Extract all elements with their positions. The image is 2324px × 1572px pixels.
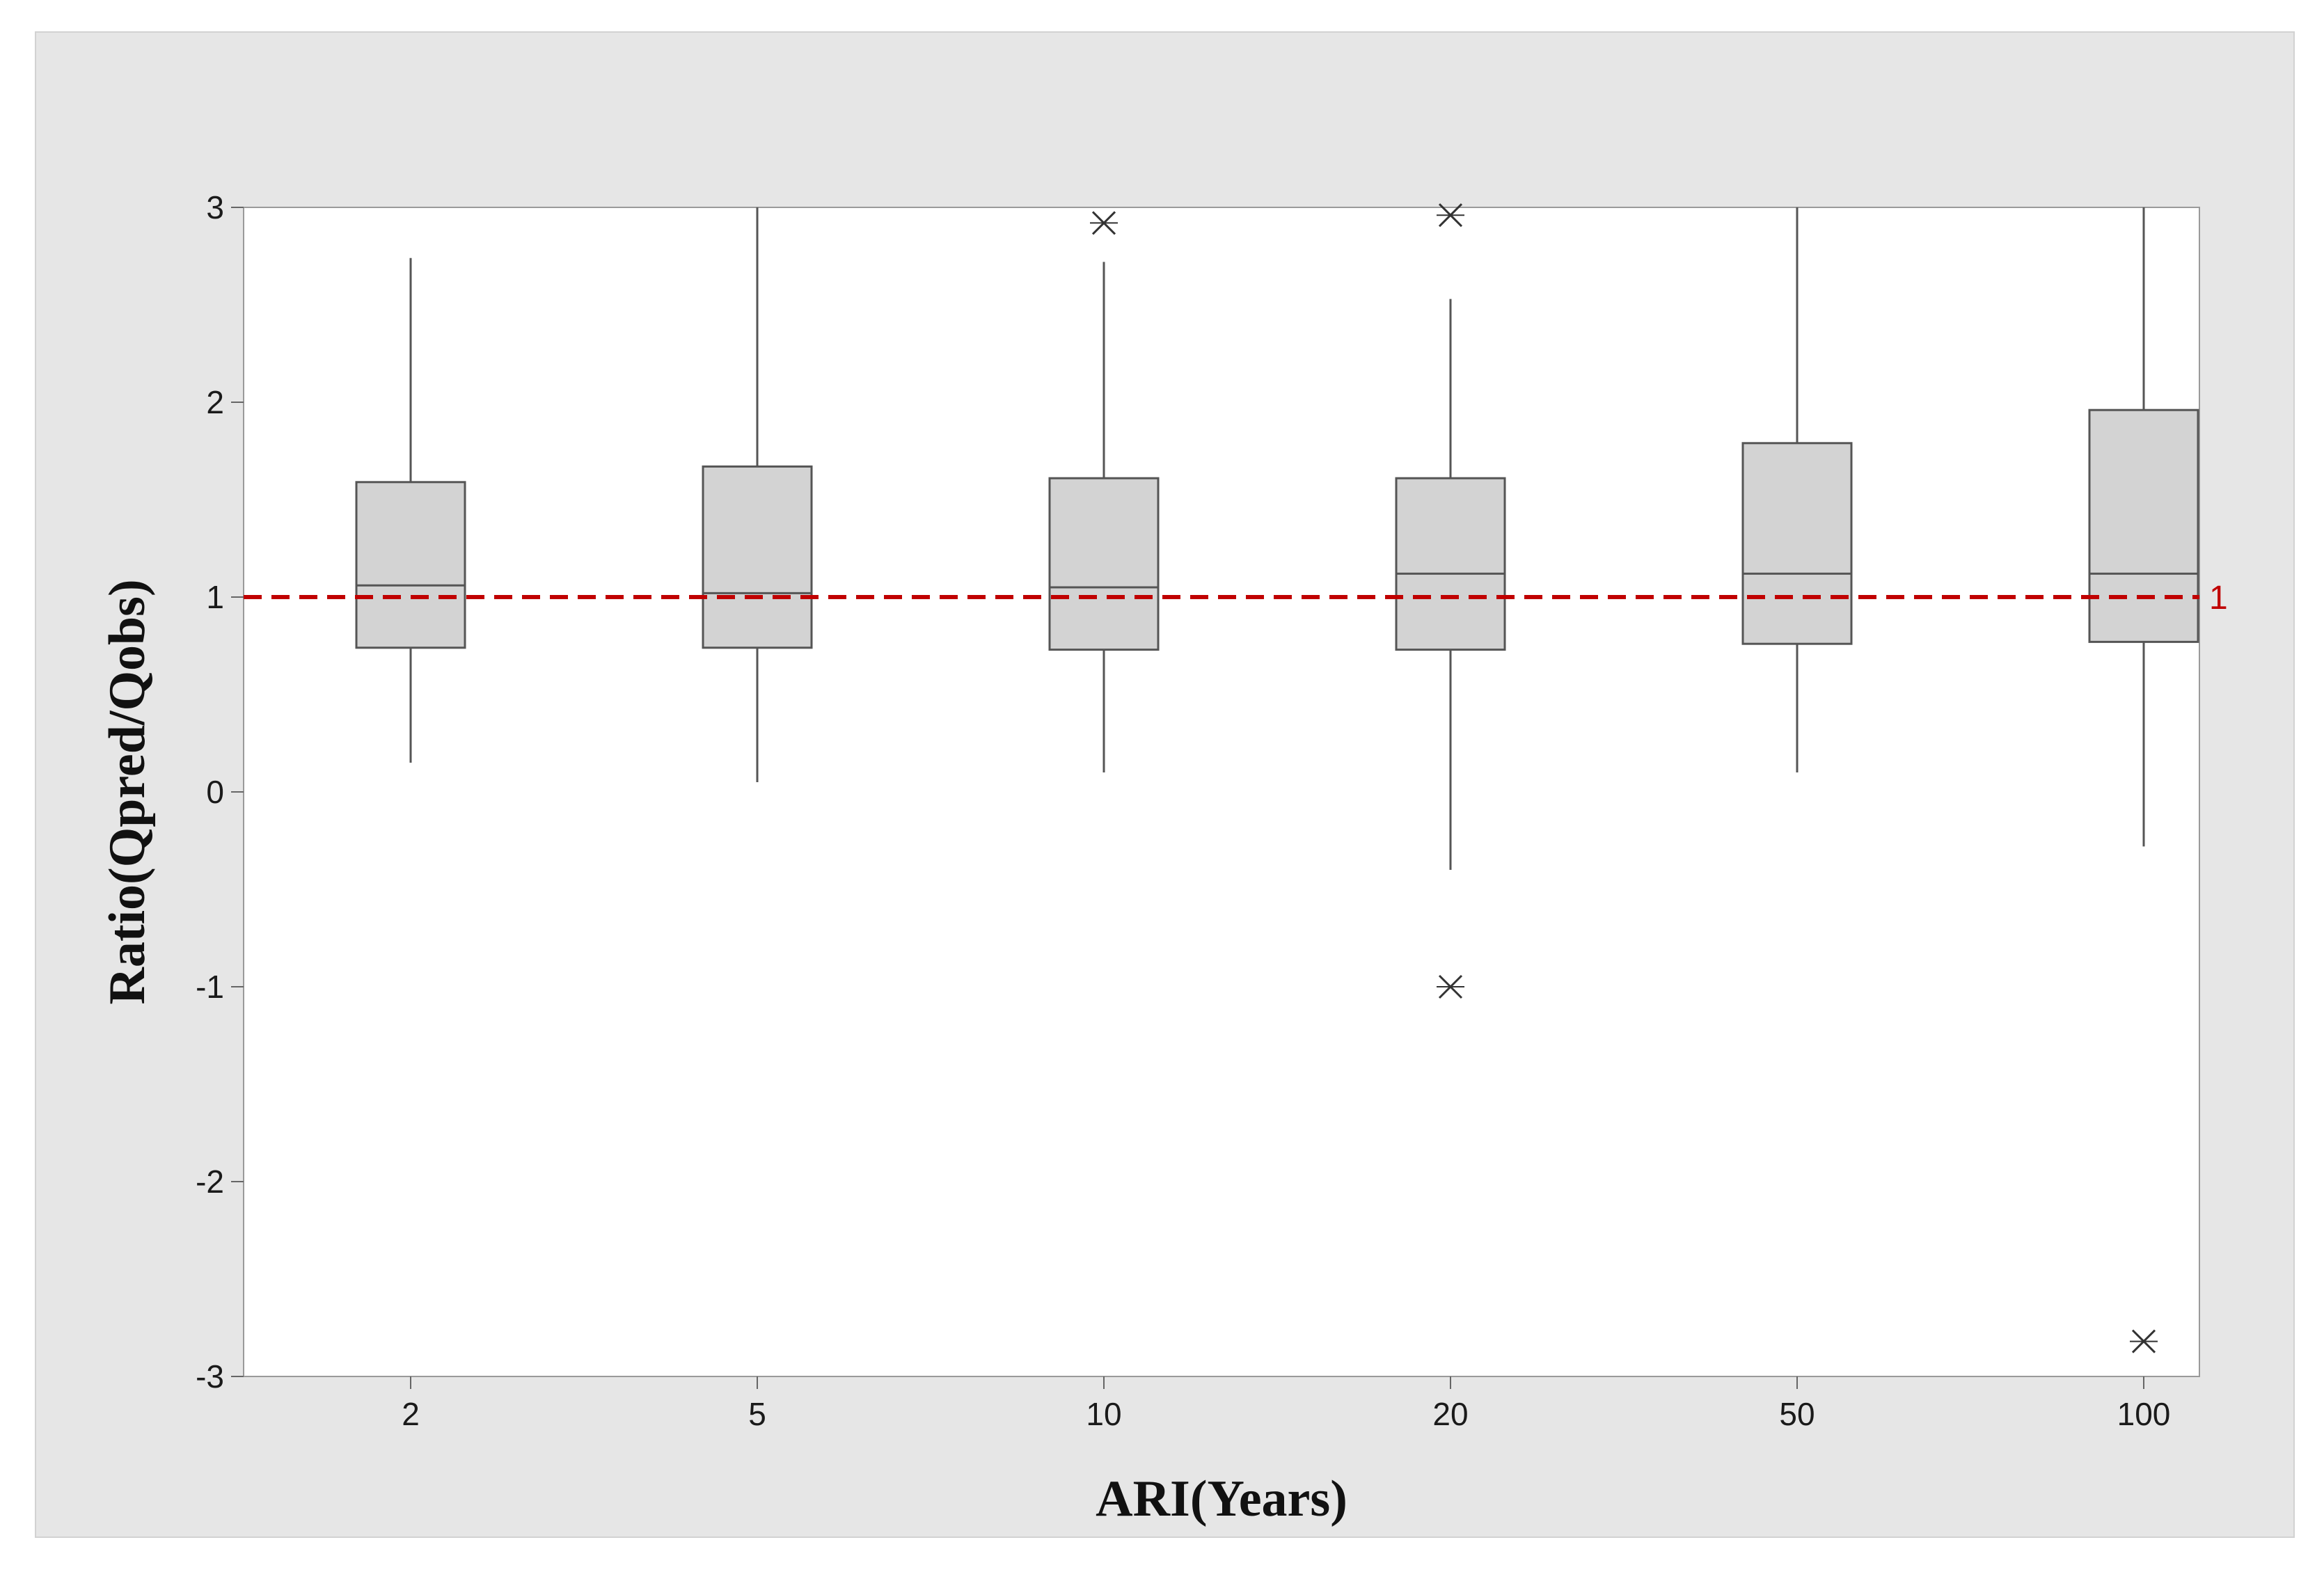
x-tick-label: 2 <box>402 1396 420 1432</box>
x-axis-title: ARI(Years) <box>1096 1470 1347 1527</box>
iqr-box <box>1395 477 1506 651</box>
x-tick-label: 20 <box>1432 1396 1468 1432</box>
y-tick-label: 2 <box>206 384 224 420</box>
y-tick-label: -1 <box>196 969 224 1005</box>
boxes <box>355 203 2199 1353</box>
x-tick-label: 10 <box>1086 1396 1121 1432</box>
box-100 <box>2088 207 2199 1353</box>
y-axis: -3 -2 -1 0 1 2 3 <box>196 189 244 1395</box>
y-axis-title: Ratio(Qpred/Qobs) <box>99 579 156 1004</box>
outlier-marker <box>1437 974 1464 999</box>
iqr-box <box>355 481 466 649</box>
outlier-marker <box>1090 211 1118 235</box>
box-2 <box>355 257 466 763</box>
y-tick-label: 3 <box>206 189 224 225</box>
iqr-box <box>1741 442 1853 645</box>
box-5 <box>702 207 813 782</box>
box-10 <box>1048 211 1160 772</box>
iqr-box <box>1048 477 1160 651</box>
x-tick-label: 50 <box>1779 1396 1815 1432</box>
y-tick-label: -2 <box>196 1164 224 1200</box>
outlier-marker <box>1437 203 1464 228</box>
iqr-box <box>2088 408 2199 643</box>
y-tick-label: 0 <box>206 774 224 810</box>
iqr-box <box>702 465 813 649</box>
reference-line-label: 1 <box>2209 580 2228 617</box>
x-tick-label: 5 <box>748 1396 766 1432</box>
y-tick-label: 1 <box>206 579 224 615</box>
reference-line-group: 1 <box>244 580 2228 617</box>
box-50 <box>1741 207 1853 772</box>
outlier-marker <box>2130 1329 2158 1353</box>
box-20 <box>1395 203 1506 999</box>
y-tick-label: -3 <box>196 1358 224 1395</box>
plot-area <box>243 207 2200 1377</box>
x-tick-label: 100 <box>2117 1396 2171 1432</box>
x-axis: 2 5 10 20 50 100 <box>402 1376 2170 1432</box>
